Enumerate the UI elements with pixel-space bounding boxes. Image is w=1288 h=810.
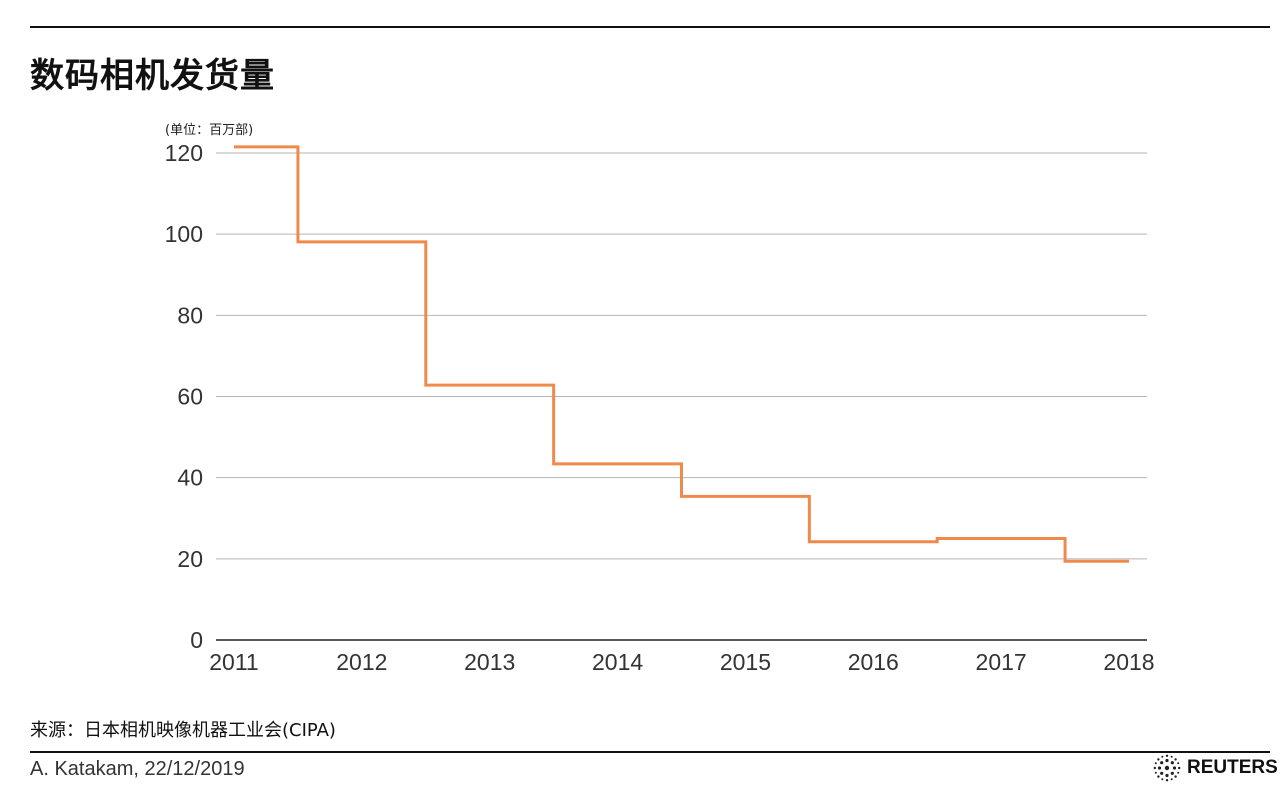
x-tick-label: 2016	[848, 649, 899, 675]
x-tick-label: 2017	[976, 649, 1027, 675]
reuters-logo-icon	[1153, 754, 1181, 782]
author-credit: A. Katakam, 22/12/2019	[30, 758, 245, 780]
y-tick-label: 20	[177, 546, 203, 572]
x-tick-labels: 2011 2012 2013 2014 2015 2016 2017 2018	[209, 649, 1154, 675]
y-tick-label: 100	[165, 221, 203, 247]
chart-svg: 0 20 40 60 80 100 120 2011 2012 2013 2014 2015 2016…	[165, 140, 1155, 675]
data-point-2015	[745, 496, 747, 498]
y-tick-label: 120	[165, 140, 203, 166]
reuters-logo-text: REUTERS	[1187, 757, 1278, 778]
chart-title: 数码相机发货量	[30, 56, 275, 96]
data-point-2014	[617, 463, 619, 465]
x-tick-label: 2014	[592, 649, 643, 675]
bottom-rule	[30, 751, 1270, 753]
x-tick-label: 2018	[1103, 649, 1154, 675]
data-point-2016	[872, 541, 874, 543]
y-tick-label: 60	[177, 384, 203, 410]
x-tick-label: 2011	[209, 649, 258, 675]
y-tick-labels: 0 20 40 60 80 100 120	[165, 140, 203, 653]
source-note: 来源：日本相机映像机器工业会(CIPA)	[30, 720, 336, 741]
reuters-logo[interactable]: REUTERS	[1153, 754, 1278, 782]
data-point-2012	[361, 241, 363, 243]
data-point-2011	[233, 146, 235, 148]
series-group	[233, 145, 1130, 563]
grid-lines	[216, 152, 1147, 641]
data-point-2017	[1000, 538, 1002, 540]
data-point-2013	[489, 384, 491, 386]
x-tick-label: 2013	[464, 649, 515, 675]
y-tick-label: 40	[177, 465, 203, 491]
series-line-0	[234, 145, 1129, 563]
top-rule	[30, 26, 1270, 28]
unit-label: (单位：百万部)	[165, 123, 254, 138]
y-tick-label: 0	[190, 627, 203, 653]
y-tick-label: 80	[177, 302, 203, 328]
x-tick-label: 2012	[336, 649, 387, 675]
x-tick-label: 2015	[720, 649, 771, 675]
data-point-2018	[1128, 560, 1130, 562]
